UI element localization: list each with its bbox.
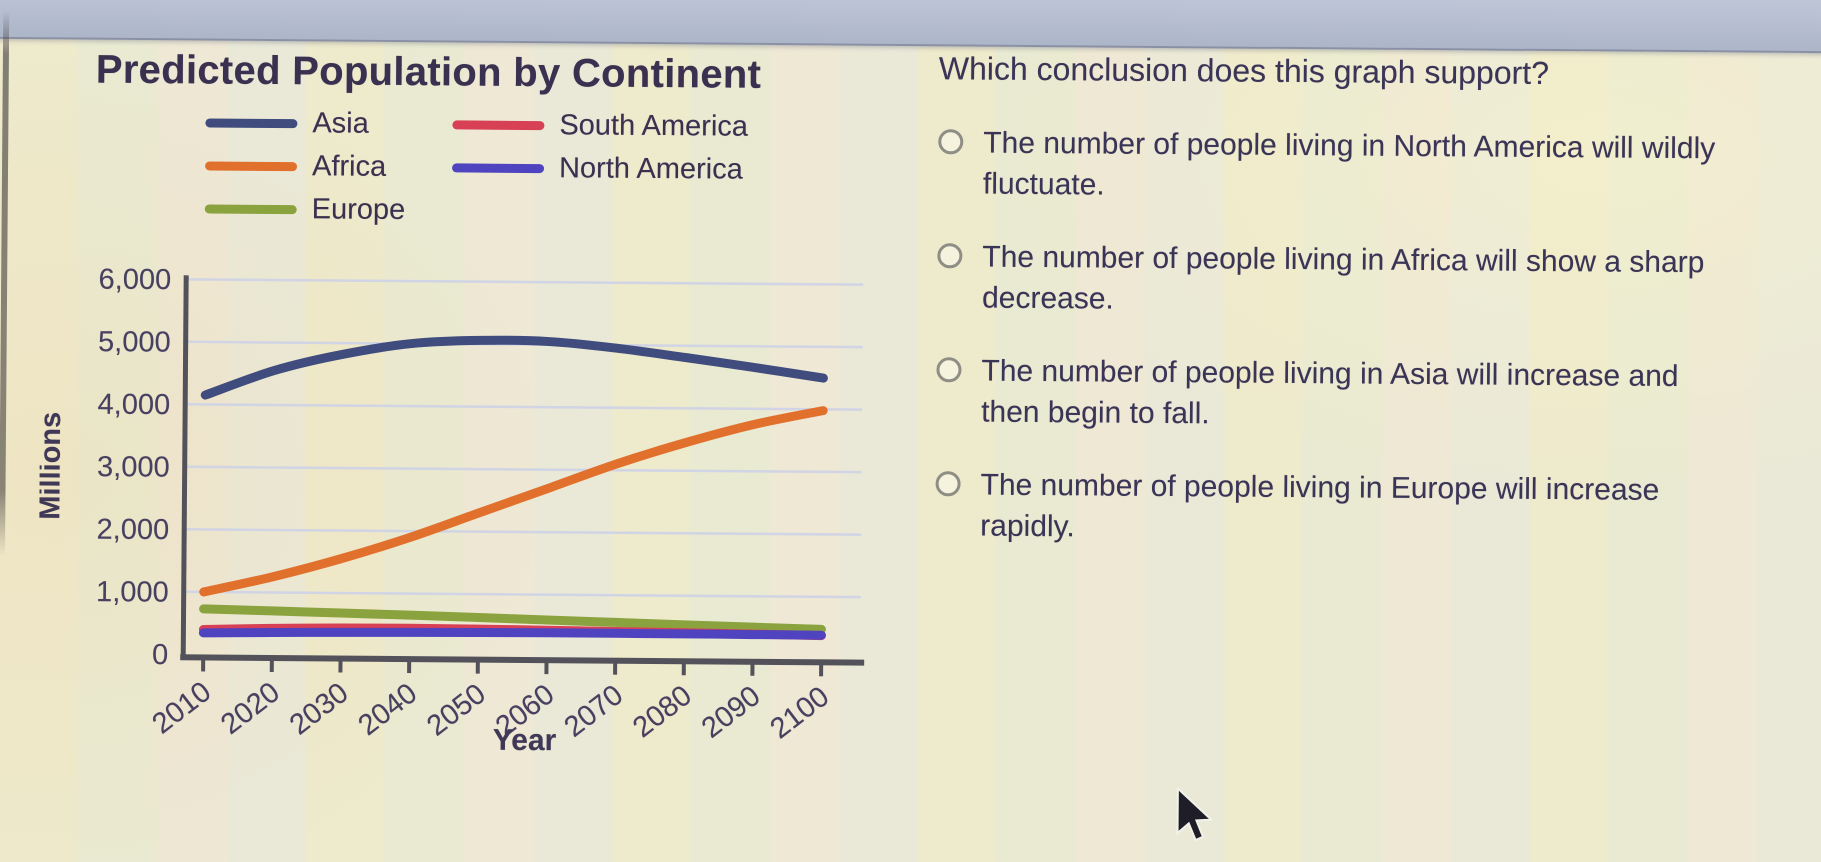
option-text: The number of people living in Asia will…	[981, 354, 1679, 430]
y-tick-label: 2,000	[96, 514, 169, 547]
series-line-asia	[200, 335, 828, 400]
radio-button[interactable]	[936, 357, 962, 383]
x-tick-label: 2100	[764, 681, 835, 746]
y-tick-label: 6,000	[98, 264, 171, 297]
x-tick-label: 2080	[627, 679, 698, 744]
north-america-line-swatch	[452, 163, 545, 174]
europe-line-swatch	[204, 204, 297, 215]
y-axis-title: Millions	[37, 412, 67, 520]
gridline	[186, 403, 863, 411]
x-tick-label: 2010	[147, 676, 218, 741]
gridline	[184, 590, 861, 599]
legend-item-south-america: South America	[452, 108, 882, 144]
legend-label-africa: Africa	[311, 150, 387, 183]
legend-item-europe: Europe	[204, 192, 452, 227]
x-axis-title: Year	[493, 724, 557, 757]
y-tick-label: 1,000	[96, 576, 169, 609]
screen-edge-shadow	[0, 10, 10, 556]
chart-title: Predicted Population by Continent	[95, 47, 762, 97]
legend-item-asia: Asia	[205, 106, 452, 141]
x-tick-label: 2040	[353, 677, 424, 742]
y-tick-label: 4,000	[97, 389, 170, 422]
gridline	[185, 528, 862, 536]
series-line-north-america	[198, 627, 826, 640]
x-tick-label: 2030	[284, 677, 355, 742]
legend-label-asia: Asia	[312, 107, 369, 140]
option-text: The number of people living in North Ame…	[982, 126, 1716, 202]
mouse-cursor	[1176, 787, 1214, 842]
answer-option-europe[interactable]: The number of people living in Europe wi…	[935, 465, 1816, 553]
series-line-africa	[199, 406, 828, 597]
radio-button[interactable]	[937, 243, 963, 269]
x-tick-label: 2050	[421, 678, 492, 743]
x-axis-line	[180, 654, 865, 666]
question-panel: Which conclusion does this graph support…	[935, 50, 1819, 586]
answer-option-asia[interactable]: The number of people living in Asia will…	[936, 351, 1817, 439]
population-line-chart: 01,0002,0003,0004,0005,0006,000201020202…	[37, 264, 865, 757]
south-america-line-swatch	[452, 120, 545, 131]
legend-label-europe: Europe	[311, 193, 406, 227]
radio-button[interactable]	[938, 129, 964, 155]
option-text: The number of people living in Europe wi…	[980, 468, 1660, 543]
chart-legend: Asia South America Africa North America …	[204, 106, 883, 230]
question-prompt: Which conclusion does this graph support…	[938, 50, 1550, 92]
asia-line-swatch	[205, 118, 298, 129]
y-tick-label: 5,000	[98, 326, 171, 359]
legend-label-south-america: South America	[559, 109, 749, 143]
option-text: The number of people living in Africa wi…	[981, 240, 1705, 316]
x-tick-label: 2070	[559, 679, 630, 744]
answer-option-north-america[interactable]: The number of people living in North Ame…	[938, 123, 1819, 211]
series-line-europe	[199, 604, 826, 634]
gridline	[185, 465, 862, 474]
window-top-bar	[0, 0, 1821, 54]
y-tick-label: 3,000	[97, 451, 170, 484]
y-axis-line	[180, 275, 189, 658]
legend-item-north-america: North America	[452, 151, 882, 187]
africa-line-swatch	[205, 161, 298, 172]
x-tick-label: 2090	[696, 680, 767, 745]
answer-option-africa[interactable]: The number of people living in Africa wi…	[937, 237, 1818, 325]
gridline	[187, 278, 864, 286]
x-tick-label: 2020	[215, 676, 286, 741]
radio-button[interactable]	[935, 471, 961, 497]
legend-label-north-america: North America	[558, 152, 743, 186]
y-tick-label: 0	[152, 639, 168, 671]
legend-item-africa: Africa	[205, 149, 452, 184]
